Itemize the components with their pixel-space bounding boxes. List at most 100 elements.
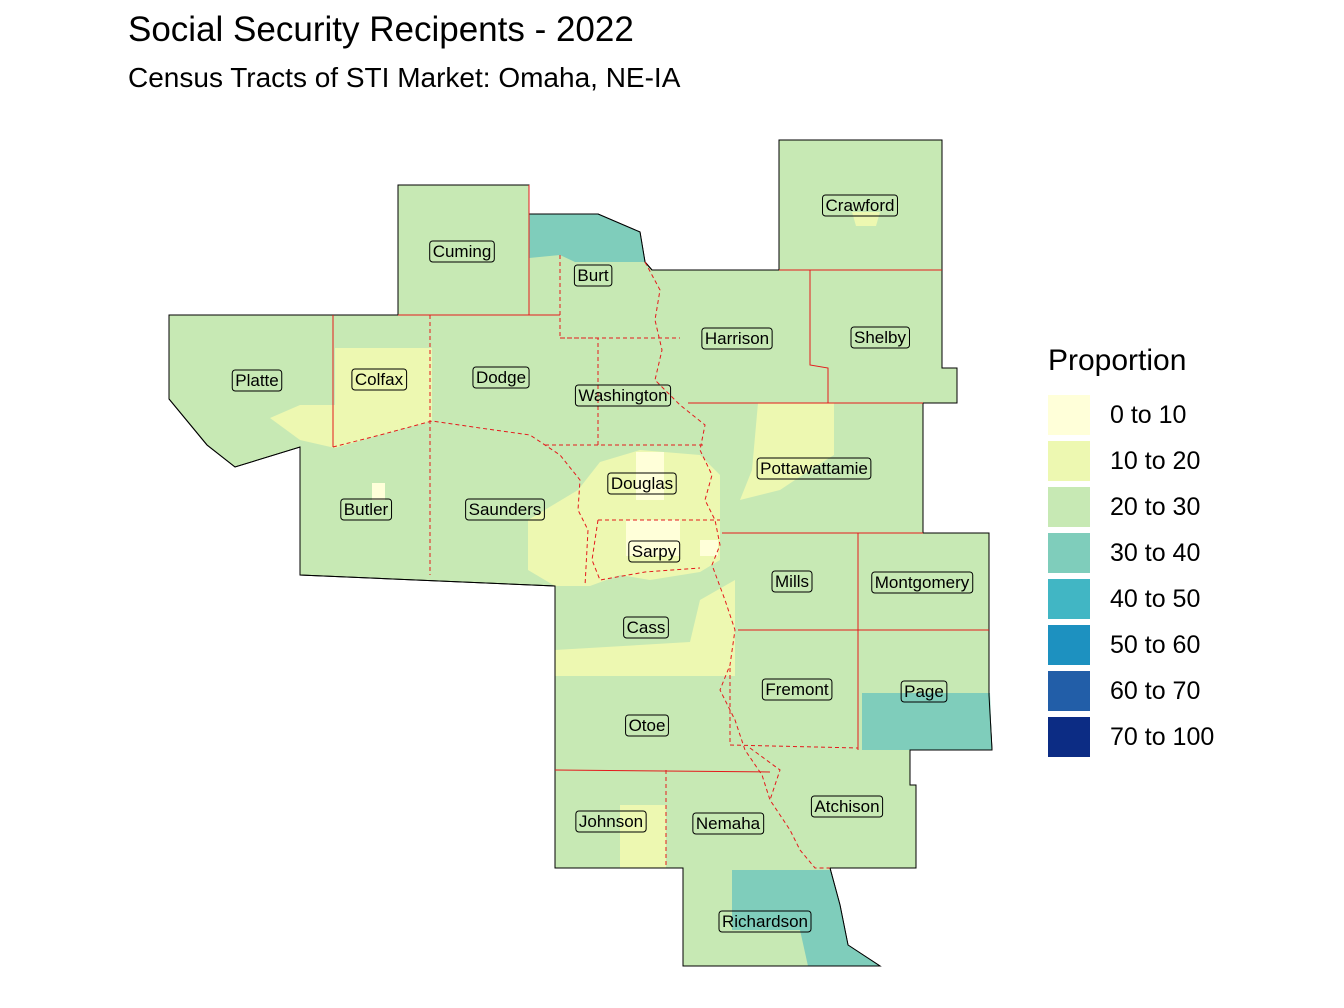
county-label-box xyxy=(340,498,393,521)
county-label-box xyxy=(771,570,813,593)
legend-label: 60 to 70 xyxy=(1110,676,1201,705)
county-label: Crawford xyxy=(822,194,898,217)
region-cass-patch xyxy=(555,580,735,676)
county-label-text: Page xyxy=(904,682,944,701)
legend-title: Proportion xyxy=(1048,344,1187,377)
county-label-text: Colfax xyxy=(355,370,404,389)
legend-item: 70 to 100 xyxy=(1048,714,1214,760)
county-label-text: Butler xyxy=(344,500,389,519)
county-label: Harrison xyxy=(701,327,773,350)
county-label-text: Burt xyxy=(577,266,608,285)
map-title: Social Security Recipents - 2022 xyxy=(128,10,634,49)
county-label: Otoe xyxy=(625,714,669,737)
county-label: Shelby xyxy=(850,326,910,349)
legend-label: 40 to 50 xyxy=(1110,584,1201,613)
county-label-box xyxy=(472,366,530,389)
county-label-box xyxy=(575,810,647,833)
legend-swatch xyxy=(1048,625,1090,665)
county-label: Burt xyxy=(573,264,613,287)
region-colfax-patch xyxy=(270,348,432,448)
county-label-text: Atchison xyxy=(814,797,879,816)
county-label: Sarpy xyxy=(628,540,681,563)
county-label-text: Crawford xyxy=(826,196,895,215)
region-colfax-town xyxy=(372,483,385,500)
legend-label: 20 to 30 xyxy=(1110,492,1201,521)
county-label-box xyxy=(465,498,545,521)
county-label: Douglas xyxy=(607,472,677,495)
county-label-box xyxy=(756,457,872,480)
legend-swatch xyxy=(1048,671,1090,711)
county-label: Cuming xyxy=(429,240,495,263)
region-urban-core-2 xyxy=(626,520,680,556)
county-label: Butler xyxy=(340,498,393,521)
legend-items: 0 to 10 10 to 20 20 to 30 30 to 40 40 to 50 5… xyxy=(1048,392,1214,760)
county-label-box xyxy=(623,616,669,639)
legend-label: 0 to 10 xyxy=(1110,400,1187,429)
county-label: Platte xyxy=(231,369,283,392)
county-label: Cass xyxy=(623,616,669,639)
county-label: Atchison xyxy=(810,795,884,818)
county-borders-solid xyxy=(332,185,989,773)
county-label-box xyxy=(900,680,948,703)
legend-label: 10 to 20 xyxy=(1110,446,1201,475)
legend-swatch xyxy=(1048,579,1090,619)
county-label-text: Sarpy xyxy=(632,542,677,561)
county-label-box xyxy=(822,194,898,217)
region-pottawattamie-patch xyxy=(740,403,834,500)
county-label-text: Platte xyxy=(235,371,278,390)
county-label-text: Cass xyxy=(627,618,666,637)
county-label-text: Montgomery xyxy=(875,573,970,592)
county-label: Washington xyxy=(574,384,672,407)
county-label: Page xyxy=(900,680,948,703)
region-richardson-patch xyxy=(732,870,880,966)
county-label: Saunders xyxy=(465,498,545,521)
legend-swatch xyxy=(1048,487,1090,527)
county-label-text: Dodge xyxy=(476,368,526,387)
legend-swatch xyxy=(1048,395,1090,435)
region-page-patch xyxy=(862,693,992,750)
county-label-box xyxy=(628,540,681,563)
county-label-box xyxy=(701,327,773,350)
county-label: Montgomery xyxy=(871,571,974,594)
county-label: Pottawattamie xyxy=(756,457,872,480)
county-label-text: Douglas xyxy=(611,474,673,493)
legend-item: 40 to 50 xyxy=(1048,576,1214,622)
legend-item: 30 to 40 xyxy=(1048,530,1214,576)
county-label-box xyxy=(607,472,677,495)
county-label: Mills xyxy=(771,570,813,593)
county-label-box xyxy=(573,264,613,287)
county-label-text: Nemaha xyxy=(696,814,761,833)
county-borders-dashed xyxy=(332,255,859,869)
county-label: Nemaha xyxy=(692,812,765,835)
county-label-box xyxy=(351,368,408,391)
county-label-box xyxy=(692,812,765,835)
legend-swatch xyxy=(1048,441,1090,481)
region-urban-core-1 xyxy=(636,452,664,500)
county-label-text: Otoe xyxy=(629,716,666,735)
legend-item: 60 to 70 xyxy=(1048,668,1214,714)
region-burt-patch xyxy=(529,214,645,262)
county-label-box xyxy=(871,571,974,594)
legend-label: 70 to 100 xyxy=(1110,722,1215,751)
county-label: Richardson xyxy=(718,910,812,933)
county-label-text: Cuming xyxy=(433,242,492,261)
region-urban-core-3 xyxy=(700,540,718,556)
county-label-text: Shelby xyxy=(854,328,906,347)
region-johnson-patch xyxy=(620,805,666,868)
map-subtitle: Census Tracts of STI Market: Omaha, NE-I… xyxy=(128,62,681,93)
county-label-box xyxy=(429,240,495,263)
county-label-text: Washington xyxy=(578,386,667,405)
county-label: Dodge xyxy=(472,366,530,389)
county-label-text: Harrison xyxy=(705,329,769,348)
legend-label: 30 to 40 xyxy=(1110,538,1201,567)
county-label-box xyxy=(718,910,812,933)
county-label: Colfax xyxy=(351,368,408,391)
map-outline xyxy=(168,139,993,967)
legend-item: 20 to 30 xyxy=(1048,484,1214,530)
legend-item: 0 to 10 xyxy=(1048,392,1214,438)
legend-swatch xyxy=(1048,717,1090,757)
county-label-text: Mills xyxy=(775,572,809,591)
county-label: Johnson xyxy=(575,810,647,833)
county-label-box xyxy=(231,369,283,392)
